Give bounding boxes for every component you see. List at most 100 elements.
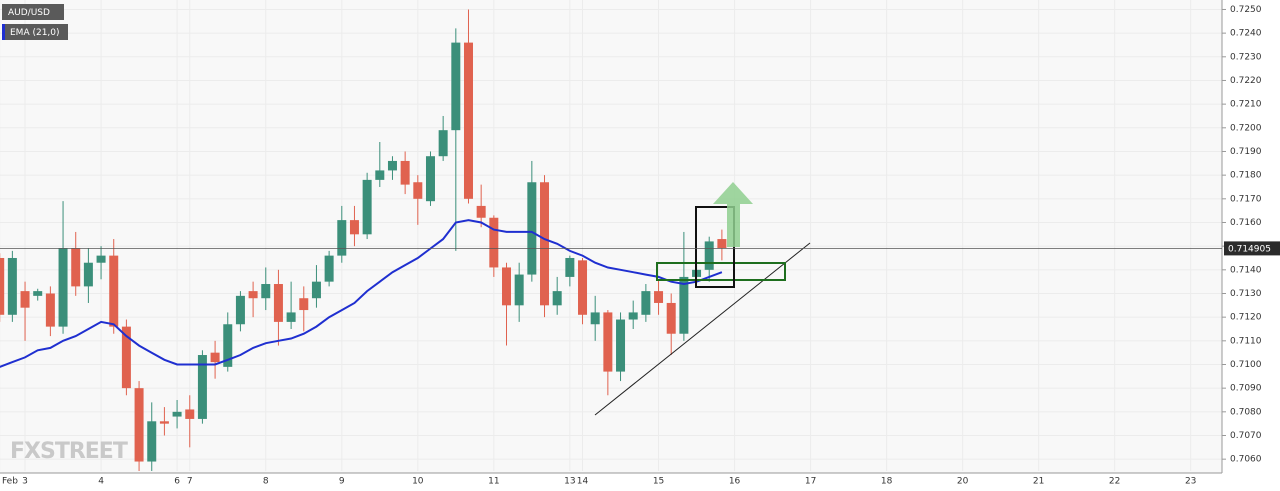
ema-swatch: [2, 24, 5, 40]
candle-body: [299, 298, 309, 311]
y-tick-label: 0.7090: [1230, 384, 1262, 394]
y-tick-label: 0.7210: [1230, 100, 1262, 110]
candle-body: [387, 160, 397, 171]
y-tick-label: 0.7190: [1230, 147, 1262, 157]
candle-body: [590, 312, 600, 325]
y-tick-label: 0.7140: [1230, 265, 1262, 275]
x-tick-label: 18: [881, 477, 893, 487]
y-tick-label: 0.7170: [1230, 194, 1262, 204]
candle-body: [463, 42, 473, 199]
y-tick-label: 0.7160: [1230, 218, 1262, 228]
candle-body: [502, 267, 511, 306]
candle-body: [717, 239, 727, 249]
candle-body: [476, 205, 486, 218]
candle-body: [375, 170, 385, 180]
legend-entry: EMA (21,0): [10, 28, 60, 38]
candle-body: [109, 255, 119, 327]
candle-body: [311, 281, 321, 299]
symbol-badge: [2, 4, 64, 20]
candle-body: [514, 274, 524, 306]
candle-body: [210, 352, 220, 363]
x-tick-label: 16: [729, 477, 741, 487]
candle-body: [71, 248, 81, 287]
candle-body: [489, 217, 499, 268]
candle-body: [20, 291, 30, 308]
candle-body: [58, 248, 68, 327]
x-tick-label: 11: [488, 477, 499, 487]
candle-body: [261, 284, 271, 299]
x-tick-label: 3: [22, 477, 28, 487]
candle-body: [451, 42, 461, 131]
trend-line: [594, 242, 811, 416]
candle-body: [0, 257, 5, 315]
candle-body: [223, 324, 233, 367]
candle-body: [147, 421, 157, 462]
candle-body: [337, 220, 347, 256]
y-tick-label: 0.7060: [1230, 455, 1262, 465]
candle-body: [679, 276, 689, 334]
candle-body: [654, 291, 664, 303]
x-tick-label: 20: [957, 477, 969, 487]
candle-body: [134, 388, 144, 462]
watermark: FXSTREET: [10, 439, 128, 464]
x-tick-label: 10: [412, 477, 424, 487]
candle-body: [400, 160, 410, 185]
x-tick-label: 21: [1033, 477, 1044, 487]
y-tick-label: 0.7240: [1230, 29, 1262, 39]
y-tick-label: 0.7080: [1230, 407, 1262, 417]
y-tick-label: 0.7100: [1230, 360, 1262, 370]
candle-body: [438, 130, 448, 157]
candle-body: [603, 312, 613, 372]
x-tick-label: 7: [187, 477, 193, 487]
candle-body: [616, 319, 626, 372]
y-tick-label: 0.7250: [1230, 5, 1262, 15]
x-tick-label: 8: [263, 477, 269, 487]
candle-body: [248, 291, 258, 299]
y-tick-label: 0.7180: [1230, 171, 1262, 181]
ema-badge: [2, 24, 68, 40]
x-tick-label: Feb: [2, 477, 18, 487]
x-tick-label: 23: [1185, 477, 1196, 487]
candle-body: [83, 262, 93, 287]
candle-body: [7, 257, 17, 315]
up-arrow: [713, 182, 753, 247]
candle-body: [324, 255, 334, 282]
x-tick-label: 22: [1109, 477, 1120, 487]
candle-body: [96, 255, 106, 263]
candle-body: [172, 411, 182, 417]
candle-body: [552, 291, 562, 306]
candle-body: [159, 421, 169, 424]
candle-body: [628, 312, 638, 320]
candle-body: [273, 284, 283, 322]
candle-body: [45, 293, 55, 327]
candle-body: [527, 182, 537, 275]
candle-body: [413, 182, 423, 199]
candle-body: [641, 291, 651, 315]
candle-body: [425, 156, 435, 202]
y-tick-label: 0.7130: [1230, 289, 1262, 299]
y-tick-label: 0.7120: [1230, 313, 1262, 323]
candle-body: [33, 291, 43, 296]
candle-body: [540, 182, 550, 306]
candle-body: [704, 241, 714, 270]
y-tick-label: 0.7070: [1230, 431, 1262, 441]
candle-body: [197, 355, 207, 419]
x-tick-label: 13: [564, 477, 575, 487]
symbol: AUD/USD: [8, 8, 50, 18]
y-tick-label: 0.7200: [1230, 123, 1262, 133]
x-tick-label: 4: [98, 477, 104, 487]
y-tick-label: 0.7230: [1230, 52, 1262, 62]
candle-body: [565, 257, 575, 277]
y-tick-label: 0.7110: [1230, 336, 1262, 346]
x-tick-label: 9: [339, 477, 345, 487]
candle-body: [185, 409, 195, 419]
candle-body: [578, 260, 588, 315]
y-tick-label: 0.7220: [1230, 76, 1262, 86]
candle-body: [349, 220, 359, 235]
x-tick-label: 6: [174, 477, 180, 487]
candle-body: [666, 302, 676, 334]
candle-body: [286, 312, 296, 322]
candle-body: [362, 179, 372, 235]
